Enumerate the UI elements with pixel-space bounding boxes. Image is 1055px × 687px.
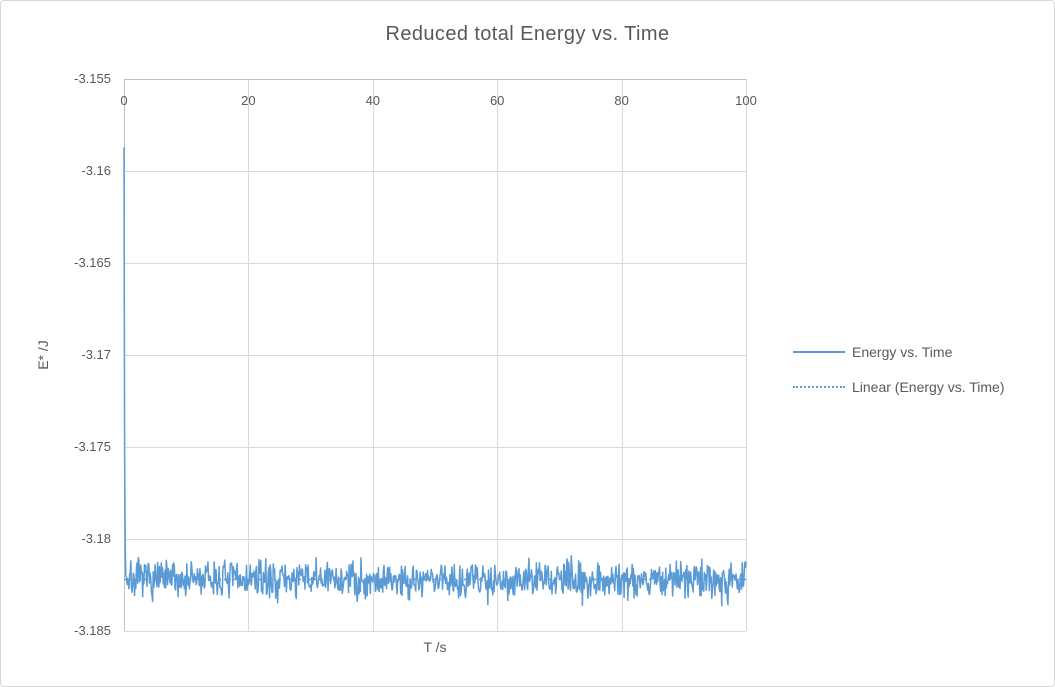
dotted-line-icon	[793, 386, 845, 388]
legend-item-linear[interactable]: Linear (Energy vs. Time)	[793, 375, 1005, 399]
legend-label: Energy vs. Time	[852, 344, 953, 360]
legend: Energy vs. Time Linear (Energy vs. Time)	[793, 340, 1005, 399]
x-axis-title[interactable]: T /s	[423, 639, 447, 655]
energy-series[interactable]	[123, 147, 747, 607]
legend-label: Linear (Energy vs. Time)	[852, 379, 1005, 395]
chart-title[interactable]: Reduced total Energy vs. Time	[385, 23, 670, 45]
solid-line-icon	[793, 351, 845, 353]
legend-item-energy[interactable]: Energy vs. Time	[793, 340, 1005, 364]
